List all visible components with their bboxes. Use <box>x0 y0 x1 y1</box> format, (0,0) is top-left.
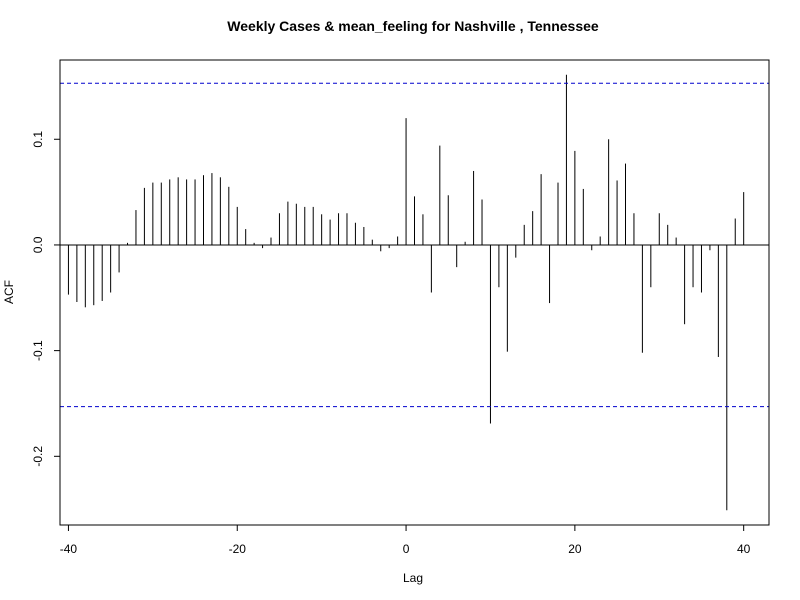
x-tick-label: -40 <box>60 542 78 556</box>
x-tick-label: 0 <box>403 542 410 556</box>
x-tick-label: 20 <box>568 542 582 556</box>
x-tick-label: -20 <box>229 542 247 556</box>
y-axis: -0.2 -0.1 0.0 0.1 <box>31 131 60 467</box>
y-tick-label: -0.2 <box>31 446 45 467</box>
confidence-lines <box>60 82 769 408</box>
y-tick-label: -0.1 <box>31 340 45 361</box>
y-tick-label: 0.0 <box>31 236 45 253</box>
x-tick-label: 40 <box>737 542 751 556</box>
bars-group <box>67 74 745 511</box>
chart-title: Weekly Cases & mean_feeling for Nashvill… <box>227 18 599 34</box>
y-axis-label: ACF <box>2 280 16 304</box>
x-axis: -40 -20 0 20 40 <box>60 525 751 556</box>
y-tick-label: 0.1 <box>31 131 45 148</box>
x-axis-label: Lag <box>403 571 423 585</box>
plot-frame <box>59 59 770 526</box>
